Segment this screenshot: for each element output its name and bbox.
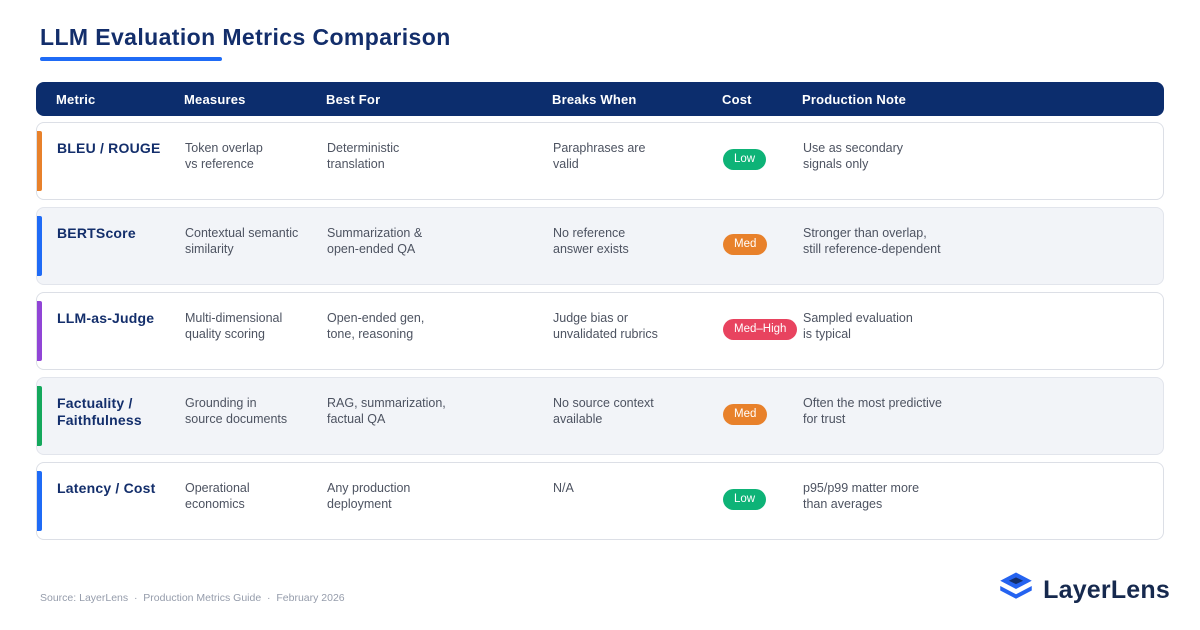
header-cell: Measures [184, 91, 246, 107]
measures-cell: Contextual semantic similarity [185, 226, 299, 256]
production-note-cell: Use as secondary signals only [803, 141, 904, 171]
metric-name: Factuality / Faithfulness [57, 395, 142, 428]
best-for-cell: Deterministic translation [327, 141, 400, 171]
best-for-cell: Summarization & open-ended QA [327, 226, 423, 256]
table-body: BLEU / ROUGE Token overlap vs reference … [36, 122, 1164, 540]
header-cell: Cost [722, 91, 752, 107]
cost-badge: Med [723, 234, 768, 255]
cost-badge: Low [723, 149, 767, 170]
table-row: Factuality / Faithfulness Grounding in s… [36, 377, 1164, 455]
row-accent-bar [37, 301, 42, 361]
breaks-when-cell: Paraphrases are valid [553, 141, 646, 171]
comparison-table: Metric Measures Best For Breaks When Cost Pro… [36, 82, 1164, 547]
table-row: LLM-as-Judge Multi-dimensional quality s… [36, 292, 1164, 370]
cost-cell: Med [723, 395, 803, 425]
best-for-cell: Open-ended gen, tone, reasoning [327, 311, 425, 341]
cost-cell: Low [723, 140, 803, 170]
row-accent-bar [37, 216, 42, 276]
breaks-when-cell: N/A [553, 481, 574, 495]
source-attribution: Source: LayerLens · Production Metrics G… [40, 592, 345, 604]
metric-name: Latency / Cost [57, 480, 156, 496]
cost-badge: Med–High [723, 319, 798, 340]
table-header-row: Metric Measures Best For Breaks When Cost Pro… [36, 82, 1164, 116]
row-accent-bar [37, 471, 42, 531]
production-note-cell: Stronger than overlap, still reference-d… [803, 226, 941, 256]
row-accent-bar [37, 131, 42, 191]
best-for-cell: RAG, summarization, factual QA [327, 396, 446, 426]
table-row: BERTScore Contextual semantic similarity… [36, 207, 1164, 285]
production-note-cell: p95/p99 matter more than averages [803, 481, 920, 511]
production-note-cell: Sampled evaluation is typical [803, 311, 913, 341]
row-accent-bar [37, 386, 42, 446]
header-cell: Production Note [802, 91, 907, 107]
breaks-when-cell: No reference answer exists [553, 226, 629, 256]
logo-wordmark: LayerLens [1043, 575, 1170, 604]
metric-name: LLM-as-Judge [57, 310, 155, 326]
cost-cell: Low [723, 480, 803, 510]
header-cell: Best For [326, 91, 381, 107]
cost-badge: Low [723, 489, 767, 510]
production-note-cell: Often the most predictive for trust [803, 396, 942, 426]
cost-cell: Med [723, 225, 803, 255]
measures-cell: Grounding in source documents [185, 396, 288, 426]
best-for-cell: Any production deployment [327, 481, 411, 511]
cost-cell: Med–High [723, 310, 803, 340]
layers-icon [998, 571, 1034, 609]
measures-cell: Operational economics [185, 481, 250, 511]
title-underline [40, 57, 222, 61]
table-row: BLEU / ROUGE Token overlap vs reference … [36, 122, 1164, 200]
measures-cell: Multi-dimensional quality scoring [185, 311, 283, 341]
header-cell: Breaks When [552, 91, 637, 107]
metric-name: BERTScore [57, 225, 136, 241]
header-cell: Metric [56, 91, 96, 107]
cost-badge: Med [723, 404, 768, 425]
layerlens-logo: LayerLens [998, 571, 1170, 609]
page-title: LLM Evaluation Metrics Comparison [40, 24, 451, 50]
metric-name: BLEU / ROUGE [57, 140, 161, 156]
breaks-when-cell: Judge bias or unvalidated rubrics [553, 311, 658, 341]
measures-cell: Token overlap vs reference [185, 141, 263, 171]
breaks-when-cell: No source context available [553, 396, 654, 426]
table-row: Latency / Cost Operational economics Any… [36, 462, 1164, 540]
